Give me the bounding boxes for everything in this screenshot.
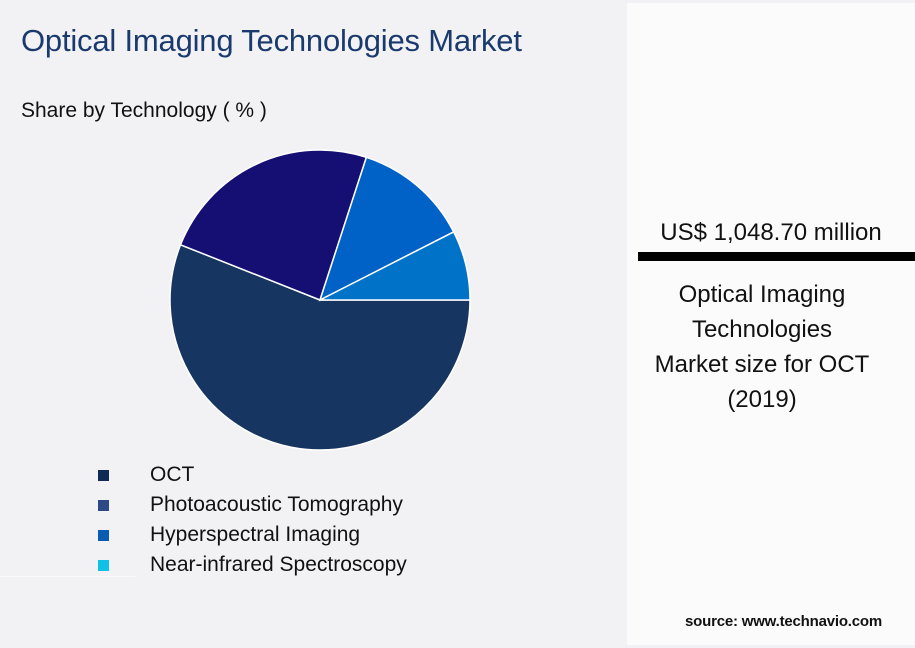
legend-label: Hyperspectral Imaging — [150, 523, 361, 546]
kpi-value: US$ 1,048.70 million — [660, 219, 882, 246]
legend-item-photoacoustic: Photoacoustic Tomography — [98, 490, 518, 520]
legend-label: Photoacoustic Tomography — [150, 493, 403, 516]
divider — [0, 576, 135, 577]
pie-slice-oct — [169, 243, 471, 451]
legend: OCT Photoacoustic Tomography Hyperspectr… — [98, 460, 518, 580]
legend-label: OCT — [150, 463, 195, 486]
kpi-caption-line: Optical Imaging — [678, 281, 846, 308]
legend-swatch-icon — [98, 470, 109, 481]
kpi-caption-line: (2019) — [727, 386, 797, 413]
pie-slice-hyperspectral-imaging — [318, 156, 455, 302]
pie-slice-near-infrared-spectroscopy — [319, 230, 471, 301]
kpi-divider — [638, 252, 915, 261]
kpi-caption-line: Market size for OCT — [654, 351, 870, 378]
legend-item-oct: OCT — [98, 460, 518, 490]
kpi-panel: US$ 1,048.70 million Optical Imaging Tec… — [627, 3, 915, 645]
kpi-caption-line: Technologies — [691, 316, 833, 343]
legend-swatch-icon — [98, 530, 109, 541]
source-credit: source: www.technavio.com — [685, 613, 882, 630]
legend-label: Near-infrared Spectroscopy — [150, 553, 407, 576]
legend-item-near-infrared: Near-infrared Spectroscopy — [98, 550, 518, 580]
kpi-caption: Optical Imaging Technologies Market size… — [627, 277, 897, 417]
pie-slice-photoacoustic-tomography — [179, 149, 368, 301]
chart-title: Optical Imaging Technologies Market — [21, 23, 522, 58]
pie-chart — [169, 149, 471, 451]
legend-swatch-icon — [98, 500, 109, 511]
legend-item-hyperspectral: Hyperspectral Imaging — [98, 520, 518, 550]
legend-swatch-icon — [98, 560, 109, 571]
chart-subtitle: Share by Technology ( % ) — [21, 99, 267, 122]
